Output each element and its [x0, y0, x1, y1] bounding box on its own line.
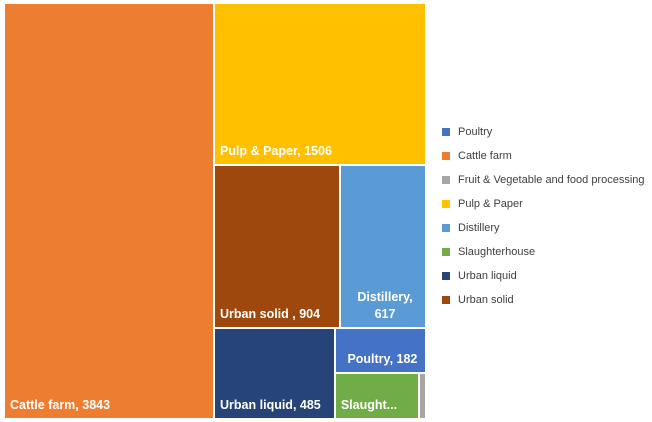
legend-item: Poultry	[442, 120, 645, 144]
treemap-tile-label: Pulp & Paper, 1506	[220, 143, 332, 158]
legend-item: Pulp & Paper	[442, 192, 645, 216]
treemap-tile-label: Urban liquid, 485	[220, 397, 321, 412]
treemap-tile-label: Cattle farm, 3843	[10, 398, 111, 412]
treemap-tile-slaughterhouse: Slaught...	[334, 373, 420, 419]
treemap-tile-label: Urban solid , 904	[220, 306, 321, 321]
legend-label: Slaughterhouse	[458, 246, 536, 258]
legend-label: Distillery	[458, 222, 500, 234]
treemap-tile-urban-solid: Urban solid , 904	[214, 164, 340, 328]
treemap-tile-label: F	[425, 397, 426, 414]
legend-label: Urban solid	[458, 294, 514, 306]
treemap-tile-distillery: Distillery, 617	[340, 164, 426, 328]
legend-label: Fruit & Vegetable and food processing	[458, 174, 645, 186]
legend: Poultry Cattle farm Fruit & Vegetable and …	[442, 120, 645, 312]
legend-swatch	[442, 272, 450, 280]
legend-swatch	[442, 152, 450, 160]
treemap-tile-pulp-paper: Pulp & Paper, 1506	[214, 3, 426, 165]
treemap-tile-urban-liquid: Urban liquid, 485	[214, 327, 335, 419]
treemap-tile-label: Slaught...	[340, 397, 398, 412]
legend-item: Urban solid	[442, 288, 645, 312]
legend-item: Cattle farm	[442, 144, 645, 168]
legend-swatch	[442, 128, 450, 136]
treemap-tile-poultry: Poultry, 182	[334, 327, 426, 374]
legend-item: Distillery	[442, 216, 645, 240]
treemap-tile-cattle-farm: Cattle farm, 3843	[4, 3, 215, 419]
legend-item: Urban liquid	[442, 264, 645, 288]
legend-item: Slaughterhouse	[442, 240, 645, 264]
legend-item: Fruit & Vegetable and food processing	[442, 168, 645, 192]
treemap-tile-label: Distillery, 617	[357, 289, 413, 321]
treemap-tile-label: Poultry, 182	[347, 352, 418, 367]
legend-label: Cattle farm	[458, 150, 512, 162]
treemap-plot: Cattle farm, 3843 Pulp & Paper, 1506 Urban…	[4, 3, 426, 419]
legend-swatch	[442, 176, 450, 184]
legend-swatch	[442, 224, 450, 232]
legend-swatch	[442, 248, 450, 256]
legend-label: Urban liquid	[458, 270, 517, 282]
treemap-tile-fruit-vegetable-and-food-processing: F	[419, 373, 426, 419]
legend-label: Poultry	[458, 126, 493, 138]
legend-swatch	[442, 200, 450, 208]
legend-label: Pulp & Paper	[458, 198, 523, 210]
legend-swatch	[442, 296, 450, 304]
